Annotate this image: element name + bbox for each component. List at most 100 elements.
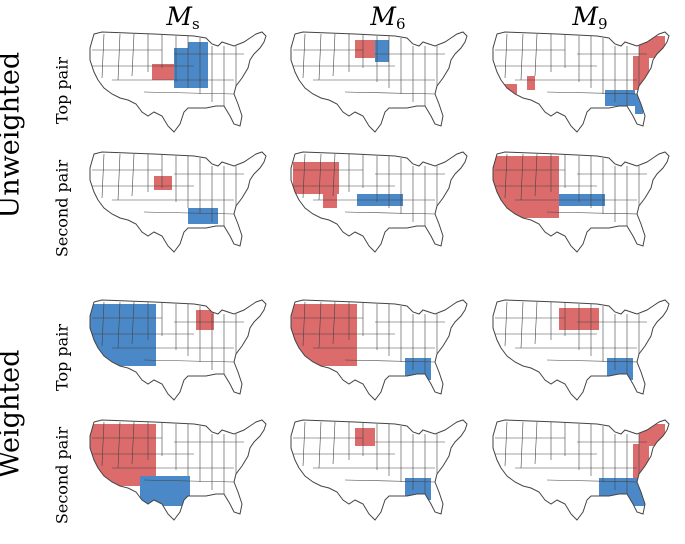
blue-region bbox=[174, 48, 208, 88]
red-region bbox=[639, 424, 665, 446]
state-border bbox=[117, 301, 121, 349]
map-panel bbox=[492, 151, 670, 253]
column-header-m9: M9 bbox=[520, 2, 660, 33]
state-border bbox=[504, 33, 508, 79]
state-border bbox=[101, 421, 105, 467]
state-border bbox=[117, 33, 121, 81]
red-region bbox=[527, 76, 535, 90]
state-border bbox=[534, 33, 538, 77]
column-header-symbol: M bbox=[572, 2, 599, 31]
state-border bbox=[143, 211, 235, 215]
red-region bbox=[633, 444, 649, 478]
map-panel bbox=[89, 151, 267, 253]
state-border bbox=[318, 301, 322, 349]
column-header-subscript: 9 bbox=[598, 15, 608, 33]
us-outline bbox=[89, 299, 267, 401]
red-region bbox=[196, 310, 214, 330]
red-region bbox=[355, 428, 375, 446]
group-label-unweighted: Unweighted bbox=[0, 51, 26, 219]
state-border bbox=[546, 479, 638, 483]
state-border bbox=[143, 91, 235, 95]
state-border bbox=[520, 33, 524, 81]
state-border bbox=[117, 421, 121, 469]
map-panel bbox=[492, 419, 670, 521]
state-border bbox=[131, 301, 135, 345]
state-border bbox=[534, 153, 538, 197]
group-label-weighted: Weighted bbox=[0, 349, 26, 479]
state-border bbox=[101, 301, 105, 347]
us-outline bbox=[492, 31, 670, 133]
state-border bbox=[302, 421, 306, 467]
us-outline bbox=[89, 151, 267, 253]
state-border bbox=[344, 359, 436, 363]
state-border bbox=[520, 153, 524, 201]
state-border bbox=[143, 479, 235, 483]
us-outline bbox=[492, 299, 670, 401]
column-header-symbol: M bbox=[370, 2, 397, 31]
red-region bbox=[293, 162, 339, 194]
map-panel bbox=[290, 419, 468, 521]
state-border bbox=[534, 421, 538, 465]
state-border bbox=[546, 359, 638, 363]
red-region bbox=[154, 176, 172, 190]
map-panel bbox=[492, 31, 670, 133]
map-panel bbox=[89, 419, 267, 521]
state-border bbox=[131, 33, 135, 77]
us-outline bbox=[492, 419, 670, 521]
state-border bbox=[520, 301, 524, 349]
state-border bbox=[131, 153, 135, 197]
state-border bbox=[101, 153, 105, 199]
state-border bbox=[344, 479, 436, 483]
red-region bbox=[291, 304, 357, 366]
map-panel bbox=[290, 299, 468, 401]
us-outline bbox=[89, 31, 267, 133]
us-outline bbox=[290, 299, 468, 401]
red-region bbox=[633, 56, 649, 90]
red-region bbox=[152, 64, 174, 80]
map-panel bbox=[492, 299, 670, 401]
us-outline bbox=[492, 151, 670, 253]
red-region bbox=[323, 194, 337, 208]
red-region bbox=[355, 40, 375, 58]
map-panel bbox=[89, 31, 267, 133]
row-label-unweighted-second: Second pair bbox=[52, 159, 72, 258]
state-border bbox=[504, 153, 508, 199]
blue-region bbox=[635, 94, 643, 114]
column-header-m6: M6 bbox=[318, 2, 458, 33]
red-region bbox=[639, 36, 665, 58]
state-border bbox=[504, 421, 508, 467]
map-panel bbox=[290, 151, 468, 253]
row-label-weighted-second: Second pair bbox=[52, 426, 72, 525]
map-panel bbox=[290, 31, 468, 133]
blue-region bbox=[90, 304, 156, 366]
red-region bbox=[493, 156, 559, 218]
state-border bbox=[318, 33, 322, 81]
blue-region bbox=[188, 208, 218, 224]
state-border bbox=[332, 421, 336, 465]
state-border bbox=[332, 153, 336, 197]
state-border bbox=[302, 153, 306, 199]
state-border bbox=[344, 211, 436, 215]
us-outline bbox=[290, 419, 468, 521]
state-border bbox=[344, 91, 436, 95]
blue-region bbox=[375, 40, 389, 62]
state-border bbox=[117, 153, 121, 201]
state-border bbox=[520, 421, 524, 469]
state-border bbox=[332, 301, 336, 345]
column-header-subscript: 6 bbox=[396, 15, 406, 33]
us-outline bbox=[290, 151, 468, 253]
state-border bbox=[318, 153, 322, 201]
state-border bbox=[534, 301, 538, 345]
us-outline bbox=[290, 31, 468, 133]
row-label-weighted-top: Top pair bbox=[52, 324, 72, 391]
row-label-unweighted-top: Top pair bbox=[52, 57, 72, 124]
state-border bbox=[101, 33, 105, 79]
state-border bbox=[332, 33, 336, 77]
blue-region bbox=[605, 90, 635, 106]
us-outline bbox=[89, 419, 267, 521]
state-border bbox=[302, 33, 306, 79]
blue-region bbox=[188, 42, 208, 54]
state-border bbox=[504, 301, 508, 347]
state-border bbox=[131, 421, 135, 465]
state-border bbox=[546, 91, 638, 95]
